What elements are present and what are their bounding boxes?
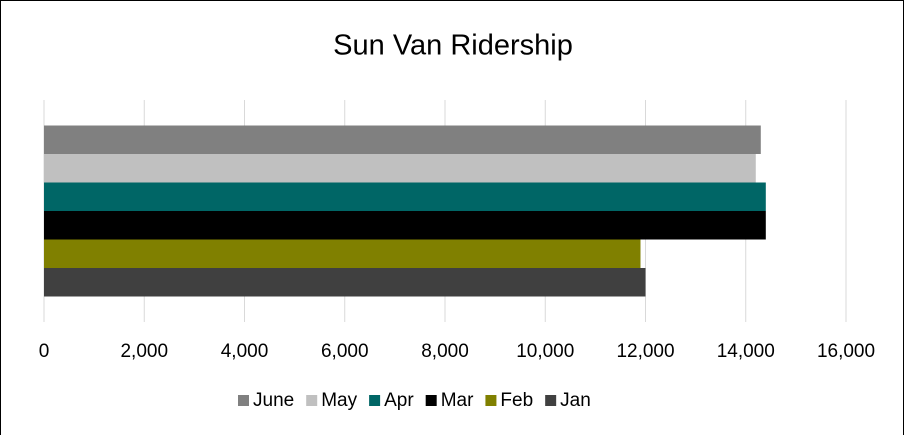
legend-swatch xyxy=(369,395,381,406)
bar xyxy=(44,154,756,183)
x-tick-label: 4,000 xyxy=(221,341,269,362)
x-tick-label: 14,000 xyxy=(717,341,775,362)
bar xyxy=(44,211,766,240)
legend-label: May xyxy=(321,390,357,411)
x-tick-label: 16,000 xyxy=(817,341,875,362)
legend-label: Jan xyxy=(560,390,591,411)
x-tick-label: 0 xyxy=(39,341,50,362)
x-tick-label: 10,000 xyxy=(516,341,574,362)
legend-swatch xyxy=(306,395,318,406)
bar xyxy=(44,125,761,154)
legend-swatch xyxy=(545,395,557,406)
legend-swatch xyxy=(238,395,249,406)
bar xyxy=(44,239,641,268)
x-tick-label: 8,000 xyxy=(421,341,469,362)
x-tick-label: 2,000 xyxy=(120,341,168,362)
bar xyxy=(44,268,646,297)
bar xyxy=(44,182,766,211)
legend-label: Apr xyxy=(384,390,414,411)
legend-label: June xyxy=(253,390,294,411)
x-tick-label: 12,000 xyxy=(616,341,674,362)
legend-label: Mar xyxy=(441,390,474,411)
legend-swatch xyxy=(485,395,497,406)
chart-title: Sun Van Ridership xyxy=(333,30,573,62)
legend-label: Feb xyxy=(500,390,533,411)
legend-swatch xyxy=(425,395,437,406)
x-tick-label: 6,000 xyxy=(321,341,369,362)
